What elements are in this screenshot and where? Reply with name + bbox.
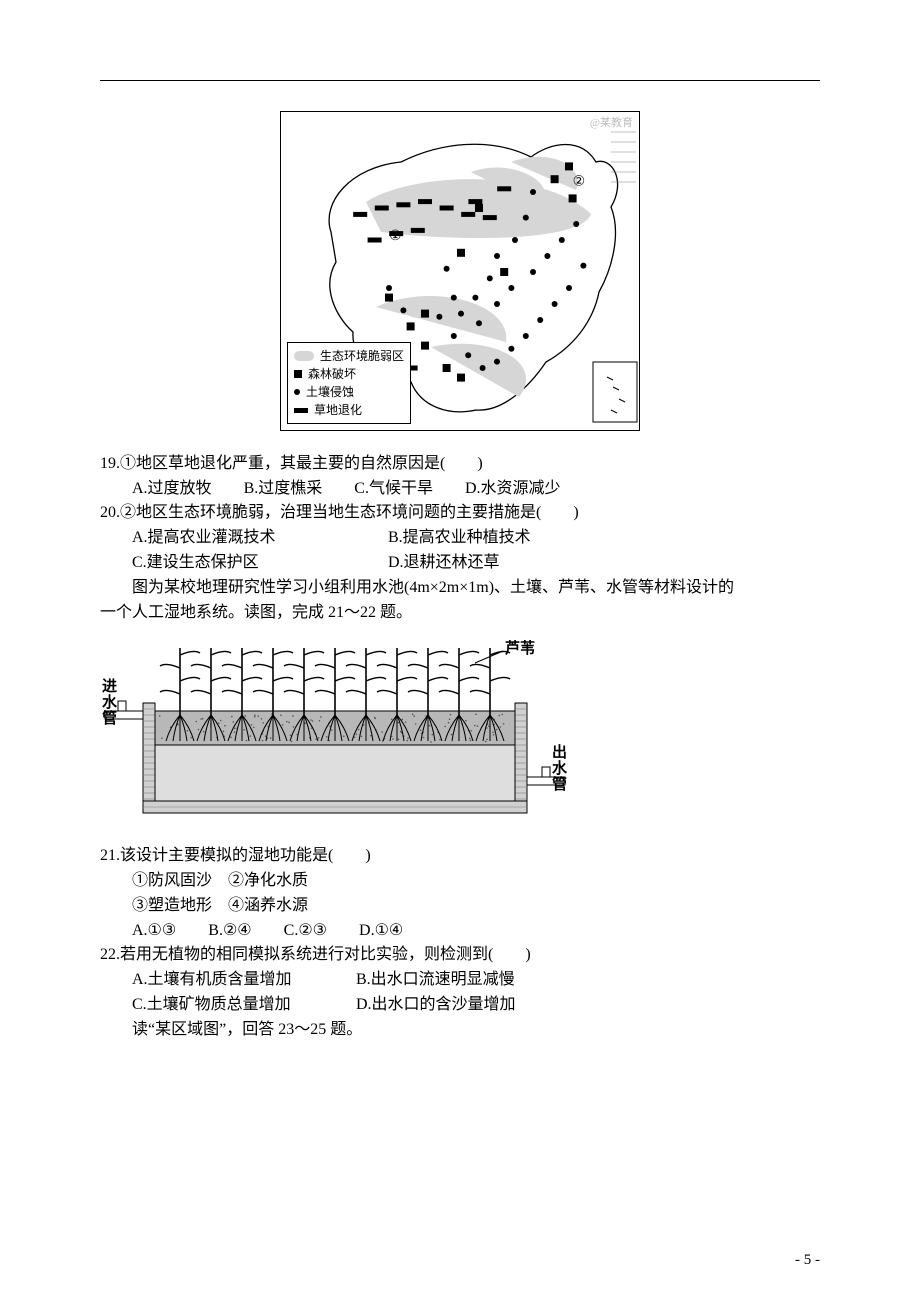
q22-option-b: B.出水口流速明显减慢 bbox=[356, 968, 515, 993]
question-21: 21.该设计主要模拟的湿地功能是( ) ①防风固沙 ②净化水质 ③塑造地形 ④涵… bbox=[100, 844, 820, 943]
question-20: 20.②地区生态环境脆弱，治理当地生态环境问题的主要措施是( ) A.提高农业灌… bbox=[100, 501, 820, 575]
q20-stem: 20.②地区生态环境脆弱，治理当地生态环境问题的主要措施是( ) bbox=[100, 501, 820, 526]
q22-option-a: A.土壤有机质含量增加 bbox=[132, 968, 356, 993]
svg-text:进: 进 bbox=[102, 678, 117, 695]
exam-page: ① ② @某教育 生态环境脆弱区 森林破坏 土壤侵蚀 草地退化 bbox=[0, 0, 920, 1302]
map-figure: ① ② @某教育 生态环境脆弱区 森林破坏 土壤侵蚀 草地退化 bbox=[280, 111, 640, 431]
q22-stem: 22.若用无植物的相同模拟系统进行对比实验，则检测到( ) bbox=[100, 943, 820, 968]
q21-sub-options-2: ③塑造地形 ④涵养水源 bbox=[100, 894, 820, 919]
q20-option-d: D.退耕还林还草 bbox=[388, 551, 500, 576]
intro-21-22-line2: 一个人工湿地系统。读图，完成 21～22 题。 bbox=[100, 601, 820, 626]
q21-option-d: D.①④ bbox=[359, 919, 403, 944]
q20-option-b: B.提高农业种植技术 bbox=[388, 526, 531, 551]
top-rule bbox=[100, 80, 820, 81]
q19-options: A.过度放牧 B.过度樵采 C.气候干旱 D.水资源减少 bbox=[100, 477, 820, 502]
legend-symbol-soil bbox=[294, 389, 300, 395]
q19-option-d: D.水资源减少 bbox=[465, 477, 561, 502]
legend-symbol-forest bbox=[294, 370, 302, 378]
svg-text:水: 水 bbox=[102, 693, 118, 711]
q21-option-c: C.②③ bbox=[284, 919, 327, 944]
legend-label-soil: 土壤侵蚀 bbox=[306, 383, 354, 401]
map-legend: 生态环境脆弱区 森林破坏 土壤侵蚀 草地退化 bbox=[287, 342, 411, 424]
map-figure-wrap: ① ② @某教育 生态环境脆弱区 森林破坏 土壤侵蚀 草地退化 bbox=[100, 111, 820, 440]
legend-symbol-grass bbox=[294, 408, 308, 413]
legend-label-grass: 草地退化 bbox=[314, 401, 362, 419]
svg-text:@某教育: @某教育 bbox=[590, 115, 633, 129]
legend-row-grass: 草地退化 bbox=[294, 401, 404, 419]
q20-option-a: A.提高农业灌溉技术 bbox=[132, 526, 388, 551]
intro-23-25: 读“某区域图”，回答 23～25 题。 bbox=[100, 1018, 820, 1043]
q21-options: A.①③ B.②④ C.②③ D.①④ bbox=[100, 919, 820, 944]
q22-option-d: D.出水口的含沙量增加 bbox=[356, 993, 516, 1018]
intro-21-22-line1: 图为某校地理研究性学习小组利用水池(4m×2m×1m)、土壤、芦苇、水管等材料设… bbox=[100, 576, 820, 601]
wetland-figure-wrap: 进水管出水管芦苇 bbox=[100, 633, 820, 832]
svg-text:管: 管 bbox=[552, 775, 567, 793]
q19-stem: 19.①地区草地退化严重，其最主要的自然原因是( ) bbox=[100, 452, 820, 477]
legend-label-forest: 森林破坏 bbox=[308, 365, 356, 383]
q19-option-b: B.过度樵采 bbox=[244, 477, 323, 502]
q20-options: A.提高农业灌溉技术 B.提高农业种植技术 C.建设生态保护区 D.退耕还林还草 bbox=[100, 526, 820, 576]
question-19: 19.①地区草地退化严重，其最主要的自然原因是( ) A.过度放牧 B.过度樵采… bbox=[100, 452, 820, 502]
svg-text:水: 水 bbox=[552, 759, 568, 777]
q20-option-c: C.建设生态保护区 bbox=[132, 551, 388, 576]
svg-text:①: ① bbox=[389, 229, 402, 244]
question-22: 22.若用无植物的相同模拟系统进行对比实验，则检测到( ) A.土壤有机质含量增… bbox=[100, 943, 820, 1017]
legend-row-soil: 土壤侵蚀 bbox=[294, 383, 404, 401]
q19-option-a: A.过度放牧 bbox=[132, 477, 212, 502]
svg-text:②: ② bbox=[573, 175, 586, 190]
q21-stem: 21.该设计主要模拟的湿地功能是( ) bbox=[100, 844, 820, 869]
q21-sub-options-1: ①防风固沙 ②净化水质 bbox=[100, 869, 820, 894]
page-number: - 5 - bbox=[795, 1249, 820, 1272]
q19-option-c: C.气候干旱 bbox=[354, 477, 433, 502]
svg-text:管: 管 bbox=[102, 709, 117, 727]
svg-text:出: 出 bbox=[552, 743, 567, 761]
q22-option-c: C.土壤矿物质总量增加 bbox=[132, 993, 356, 1018]
wetland-figure: 进水管出水管芦苇 bbox=[100, 633, 570, 823]
legend-symbol-eco bbox=[294, 351, 314, 361]
legend-label-eco: 生态环境脆弱区 bbox=[320, 347, 404, 365]
legend-row-eco: 生态环境脆弱区 bbox=[294, 347, 404, 365]
legend-row-forest: 森林破坏 bbox=[294, 365, 404, 383]
svg-text:芦苇: 芦苇 bbox=[505, 639, 535, 657]
q22-options: A.土壤有机质含量增加 B.出水口流速明显减慢 C.土壤矿物质总量增加 D.出水… bbox=[100, 968, 820, 1018]
q21-option-a: A.①③ bbox=[132, 919, 176, 944]
q21-option-b: B.②④ bbox=[208, 919, 251, 944]
